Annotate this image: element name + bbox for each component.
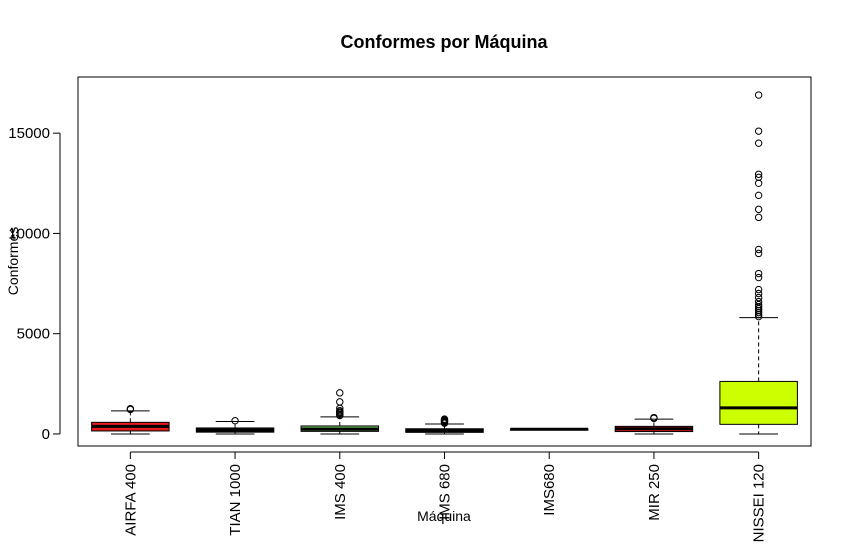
outlier-point: [754, 127, 763, 135]
plot-frame: [77, 76, 812, 447]
outlier-point: [754, 173, 763, 181]
outlier-point: [754, 179, 763, 187]
y-tick-label: 0: [42, 426, 50, 443]
x-tick-label: IMS 400: [332, 464, 349, 520]
outlier-point: [336, 389, 344, 397]
x-tick-label: AIRFA 400: [122, 464, 139, 536]
outlier-point: [440, 415, 449, 423]
outlier-point: [754, 245, 763, 254]
outlier-point: [754, 213, 763, 222]
y-tick-label: 10000: [8, 225, 50, 242]
box-group: [195, 417, 275, 435]
box-group: [405, 415, 484, 435]
outlier-point: [754, 205, 763, 214]
x-axis-label: Máquina: [417, 508, 471, 524]
x-tick-label: TIAN 1000: [227, 464, 244, 536]
outlier-point: [754, 302, 763, 311]
box-group: [719, 91, 798, 435]
outlier-point: [754, 91, 763, 99]
outlier-point: [754, 285, 763, 294]
outlier-point: [754, 289, 763, 298]
outlier-point: [754, 297, 763, 306]
y-axis-label: Conformes: [5, 227, 21, 295]
y-tick-label: 15000: [8, 125, 50, 142]
outlier-point: [754, 304, 763, 313]
outlier-point: [754, 293, 763, 302]
x-tick-label: IMS 680: [437, 464, 454, 520]
outlier-point: [754, 191, 763, 200]
outlier-point: [231, 417, 239, 425]
outlier-point: [754, 139, 763, 147]
x-tick-label: NISSEI 120: [751, 464, 768, 542]
iqr-box: [719, 380, 798, 425]
x-tick-label: IMS680: [541, 464, 558, 516]
outlier-point: [754, 273, 763, 282]
outlier-point: [650, 413, 658, 422]
x-tick-label: MIR 250: [646, 464, 663, 521]
outlier-point: [754, 249, 763, 258]
box-group: [300, 389, 380, 435]
outlier-point: [754, 300, 763, 309]
box-group: [614, 413, 694, 435]
plot-marks: [91, 91, 798, 435]
outlier-point: [126, 404, 135, 413]
chart-title: Conformes por Máquina: [340, 32, 548, 52]
outlier-point: [754, 170, 763, 178]
box-group: [91, 404, 170, 435]
outlier-point: [754, 269, 763, 278]
box-group: [509, 427, 589, 431]
y-tick-label: 5000: [17, 326, 50, 343]
outlier-point: [336, 398, 344, 406]
outlier-point: [336, 407, 344, 415]
